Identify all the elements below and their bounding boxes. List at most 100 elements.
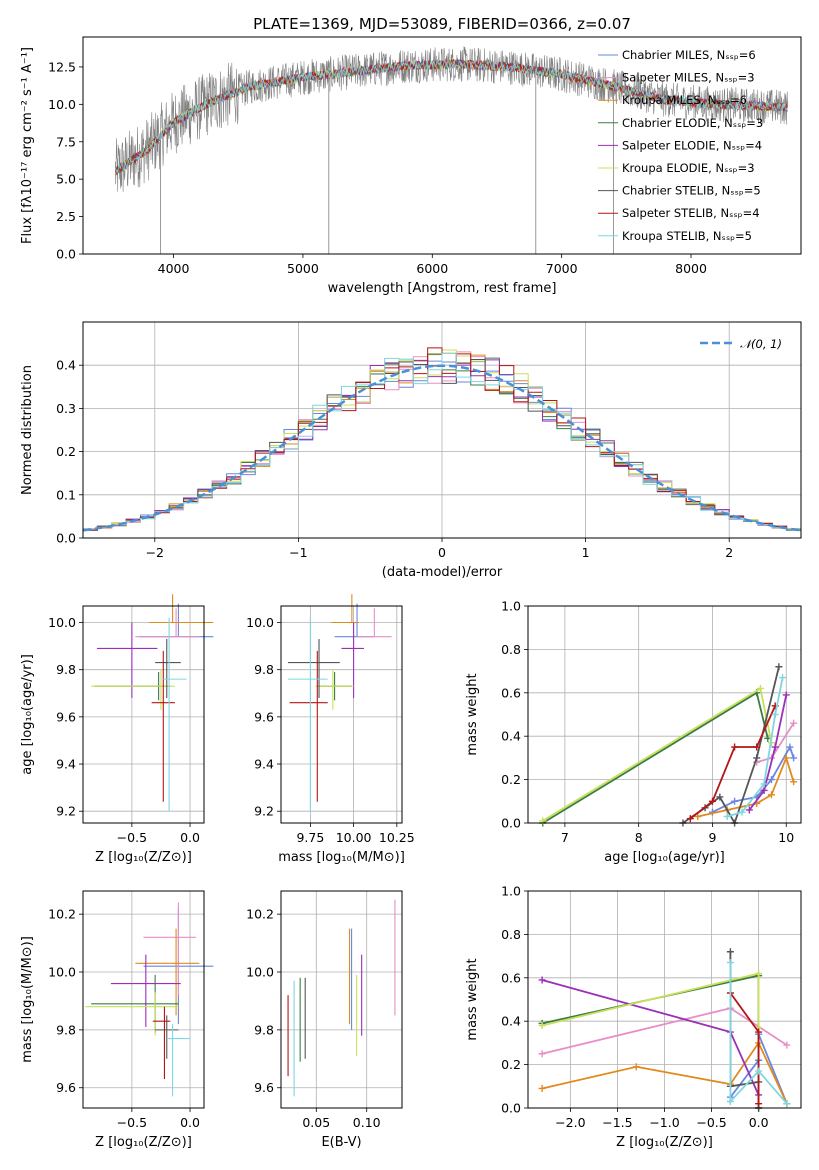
errorbars-mass_vs_ebv <box>287 899 396 1097</box>
axes-weight_vs_age: 7 8 9 10 0.0 0.2 0.4 0.6 0.8 1.0 age [log₁₀(age/yr… <box>465 599 801 865</box>
residual-histograms <box>83 347 801 533</box>
y-tick-label: 10.0 <box>48 615 76 630</box>
axes-residuals: −2 −1 0 1 2 0.0 0.1 0.2 0.3 0.4 (data-model)/error… <box>20 322 801 580</box>
weight-marker <box>782 754 790 762</box>
x-axis-label: Z [log₁₀(Z/Z⊙)] <box>95 850 192 865</box>
x-tick-label: 7000 <box>546 261 578 276</box>
y-tick-label: 10.0 <box>246 965 274 980</box>
grid-age_vs_Z <box>83 606 204 823</box>
weight-marker <box>756 684 764 692</box>
x-tick-label: −1 <box>289 545 307 560</box>
x-tick-label: 0.0 <box>749 1115 769 1130</box>
y-tick-label: 0.4 <box>501 729 521 744</box>
weight-line-1 <box>756 722 795 764</box>
weight-line-2 <box>697 755 795 818</box>
y-tick-label: 10.2 <box>246 907 274 922</box>
x-tick-label: 0 <box>438 545 446 560</box>
grid-mass_vs_Z <box>83 891 204 1108</box>
y-tick-label: 9.8 <box>254 662 274 677</box>
weight-marker <box>775 663 783 671</box>
weight-line-4 <box>748 694 788 811</box>
weight-marker <box>782 691 790 699</box>
y-tick-label: 9.4 <box>56 757 76 772</box>
x-tick-label: 0.0 <box>180 1115 200 1130</box>
weight-marker <box>771 711 779 718</box>
weight-line-3 <box>541 974 760 1108</box>
legend-label-4: Salpeter ELODIE, Nₛₛₚ=4 <box>622 138 762 152</box>
weight-marker <box>745 806 753 814</box>
x-tick-label: 8 <box>635 830 643 845</box>
x-tick-label: −2 <box>146 545 164 560</box>
y-tick-label: 0.0 <box>501 1101 521 1116</box>
axes-weight_vs_Z: −2.0 −1.5 −1.0 −0.5 0.0 0.0 0.2 0.4 0.6 0.8 1.0 Z [… <box>465 884 801 1150</box>
weight-marker <box>786 743 794 751</box>
weight-marker <box>790 778 798 786</box>
weight-marker <box>760 786 768 794</box>
legend-residuals: 𝒩(0, 1) <box>700 337 782 351</box>
y-tick-label: 1.0 <box>501 599 521 614</box>
x-tick-label: 6000 <box>416 261 448 276</box>
y-tick-label: 0.0 <box>56 531 76 546</box>
y-tick-label: 9.8 <box>56 1022 76 1037</box>
y-tick-label: 2.5 <box>56 209 76 224</box>
y-tick-label: 0.2 <box>56 444 76 459</box>
axes-age_vs_mass: 9.75 10.00 10.25 9.2 9.4 9.6 9.8 10.0 mass [log₁… <box>246 606 415 865</box>
y-tick-label: 9.6 <box>254 709 274 724</box>
y-tick-label: 0.0 <box>501 816 521 831</box>
weight-marker <box>783 1041 791 1049</box>
plot-layer: 4000 5000 6000 7000 80000.02.55.07.510.012.5… <box>20 36 802 1150</box>
weight-marker <box>783 1100 791 1108</box>
spectrum-lines <box>114 46 789 254</box>
weight-marker <box>538 1022 546 1030</box>
residual-hist-8 <box>83 352 801 533</box>
weight-marker <box>790 719 798 727</box>
axes-spectrum: 4000 5000 6000 7000 8000 0.0 2.5 5.0 7.5 10.0 12.5… <box>20 47 707 296</box>
y-tick-label: 10.0 <box>246 615 274 630</box>
weight-marker <box>686 815 694 823</box>
weight-marker <box>755 1028 763 1036</box>
x-axis-label: Z [log₁₀(Z/Z⊙)] <box>616 1135 713 1150</box>
x-tick-label: 5000 <box>287 261 319 276</box>
y-tick-label: 9.6 <box>56 1080 76 1095</box>
weight-marker <box>538 1084 546 1092</box>
weight-marker <box>753 743 761 751</box>
y-tick-label: 0.2 <box>501 772 521 787</box>
x-tick-label: 0.0 <box>180 830 200 845</box>
age_vs_Z-frame <box>82 605 205 824</box>
residuals-frame <box>82 321 802 539</box>
y-tick-label: 0.4 <box>56 358 76 373</box>
mass_vs_Z-frame <box>82 890 205 1109</box>
y-tick-label: 0.8 <box>501 927 521 942</box>
y-tick-label: 12.5 <box>48 59 76 74</box>
model-spectrum-8 <box>114 59 788 175</box>
x-tick-label: 8000 <box>675 261 707 276</box>
y-tick-label: 0.6 <box>501 970 521 985</box>
y-tick-label: 0.6 <box>501 685 521 700</box>
spectrum-frame <box>82 36 802 255</box>
weight-line-8 <box>729 962 788 1105</box>
x-axis-label: (data-model)/error <box>382 565 503 580</box>
weight-marker <box>753 754 761 762</box>
x-tick-label: 0.10 <box>353 1115 381 1130</box>
legend-spectrum: Chabrier MILES, Nₛₛₚ=6 Salpeter MILES, Nₛ… <box>598 48 763 243</box>
y-tick-label: 7.5 <box>56 134 76 149</box>
weight-marker <box>726 1097 734 1105</box>
y-tick-label: 9.2 <box>254 804 274 819</box>
errorbars-mass_vs_Z <box>85 902 214 1097</box>
x-tick-label: 1 <box>582 545 590 560</box>
axes-mass_vs_ebv: 0.05 0.10 9.6 9.8 10.0 10.2 E(B-V) <box>246 891 402 1150</box>
errorbars-age_vs_mass <box>287 594 392 812</box>
weight-marker <box>726 948 734 956</box>
weight-marker <box>771 743 779 751</box>
x-tick-label: −0.5 <box>117 830 147 845</box>
weight-marker <box>538 976 546 984</box>
errorbars-age_vs_Z <box>91 594 214 812</box>
y-axis-label: mass weight <box>465 958 480 1040</box>
y-axis-label: Flux [fλ10⁻¹⁷ erg cm⁻² s⁻¹ A⁻¹] <box>20 47 35 244</box>
weight-marker <box>716 793 724 801</box>
x-axis-label: mass [log₁₀(M/M⊙)] <box>278 850 405 865</box>
weight_vs_Z-frame <box>527 890 802 1109</box>
legend-label-8: Kroupa STELIB, Nₛₛₚ=5 <box>622 229 752 243</box>
weight_vs_age-frame <box>527 605 802 824</box>
legend-label-7: Salpeter STELIB, Nₛₛₚ=4 <box>622 206 760 220</box>
